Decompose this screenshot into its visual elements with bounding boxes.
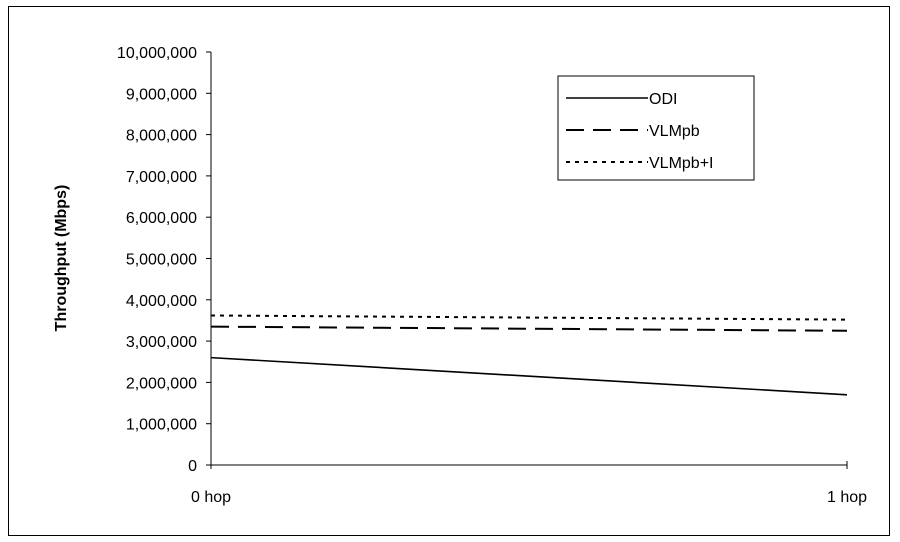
legend-label: VLMpb+I: [649, 155, 713, 172]
y-tick-label: 8,000,000: [126, 128, 197, 145]
y-axis: 0 1,000,000 2,000,000 3,000,000 4,000,000 5,0…: [117, 45, 212, 475]
series-line-vlmpb-i: [210, 314, 848, 321]
series-layer: [210, 314, 848, 396]
x-tick-label: 0 hop: [191, 489, 231, 506]
y-tick-label: 5,000,000: [126, 252, 197, 269]
y-tick-label: 6,000,000: [126, 210, 197, 227]
series-line-odi: [210, 356, 848, 396]
y-axis-title: Throughput (Mbps): [53, 185, 70, 332]
y-tick-label: 2,000,000: [126, 375, 197, 392]
legend: ODI VLMpb VLMpb+I: [557, 75, 755, 181]
legend-label: ODI: [649, 91, 677, 108]
y-tick-label: 9,000,000: [126, 86, 197, 103]
series-line-vlmpb: [210, 325, 848, 332]
legend-label: VLMpb: [649, 123, 700, 140]
x-axis: 0 hop 1 hop: [191, 461, 867, 506]
y-tick-label: 0: [188, 458, 197, 475]
y-tick-label: 3,000,000: [126, 334, 197, 351]
x-tick-label: 1 hop: [827, 489, 867, 506]
y-tick-label: 1,000,000: [126, 417, 197, 434]
y-tick-label: 4,000,000: [126, 293, 197, 310]
y-tick-label: 7,000,000: [126, 169, 197, 186]
y-tick-label: 10,000,000: [117, 45, 197, 62]
legend-box: [557, 75, 755, 181]
